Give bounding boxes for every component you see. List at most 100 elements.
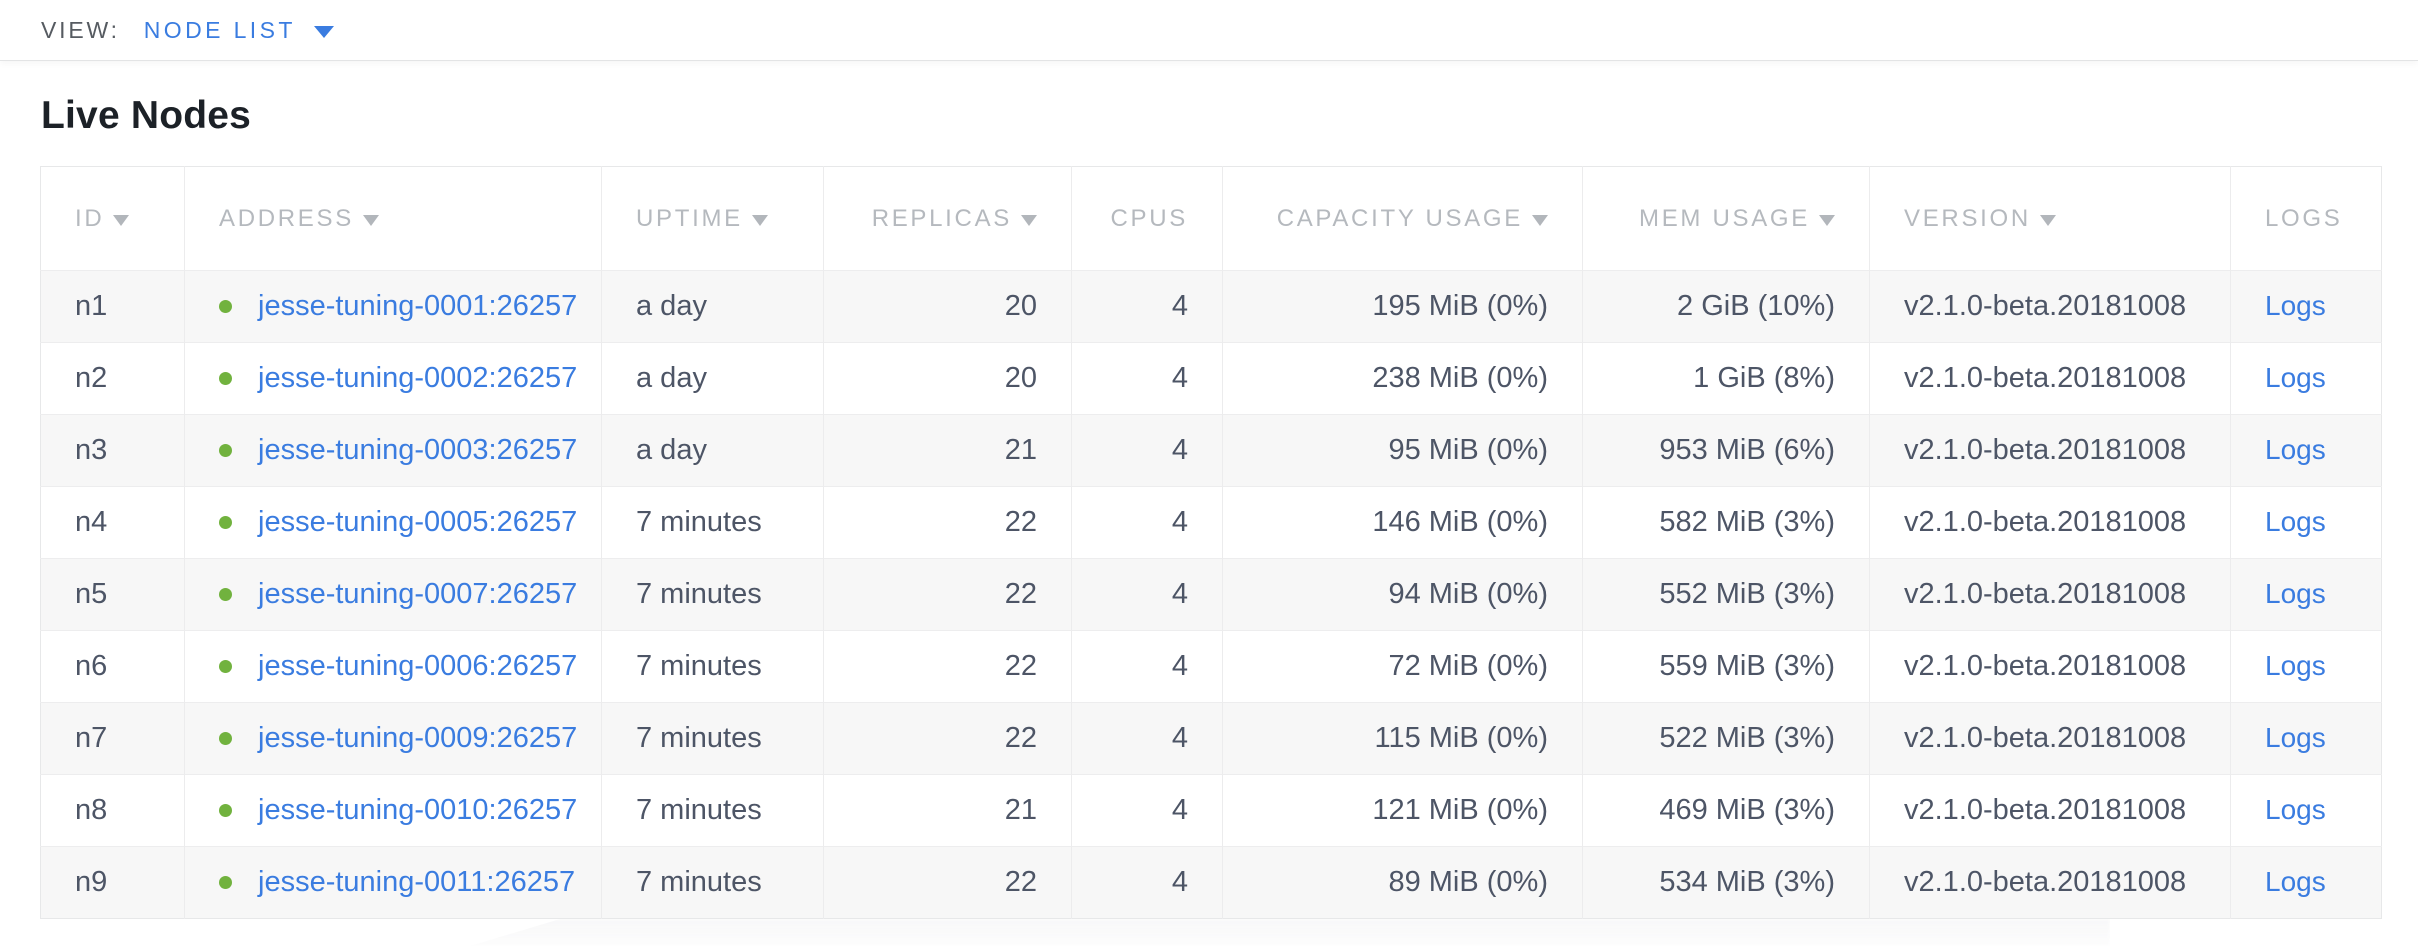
node-cpus-cell: 4 [1071, 342, 1223, 415]
node-uptime-cell: 7 minutes [601, 702, 824, 775]
node-logs-link[interactable]: Logs [2265, 434, 2326, 465]
node-version-cell: v2.1.0-beta.20181008 [1869, 702, 2231, 775]
node-capacity-usage-cell: 95 MiB (0%) [1222, 414, 1583, 487]
sort-desc-icon [2039, 214, 2056, 226]
node-table-row: n8 jesse-tuning-0010:26257 7 minutes 21 … [40, 774, 2382, 847]
node-id-cell: n1 [75, 290, 108, 322]
node-mem-usage-cell: 582 MiB (3%) [1582, 486, 1870, 559]
node-uptime-cell: a day [601, 342, 824, 415]
chevron-down-icon [313, 25, 334, 38]
sort-desc-icon [751, 214, 768, 226]
node-address-link[interactable]: jesse-tuning-0009:26257 [258, 722, 578, 754]
column-header-cpus: CPUS [1071, 166, 1223, 271]
sort-desc-icon [1021, 214, 1037, 226]
node-uptime-cell: 7 minutes [601, 846, 824, 919]
column-header-uptime[interactable]: UPTIME [601, 166, 824, 271]
node-replicas-cell: 22 [823, 846, 1072, 919]
node-version-cell: v2.1.0-beta.20181008 [1869, 270, 2231, 343]
node-address-cell: jesse-tuning-0010:26257 [184, 774, 602, 847]
node-capacity-usage-cell: 115 MiB (0%) [1222, 702, 1583, 775]
node-cpus-cell: 4 [1071, 846, 1223, 919]
node-table-row: n2 jesse-tuning-0002:26257 a day 20 4 23… [40, 342, 2382, 415]
node-replicas-cell: 22 [823, 702, 1072, 775]
view-selected-value: NODE LIST [143, 16, 296, 43]
node-replicas-cell: 20 [823, 342, 1072, 415]
node-address-link[interactable]: jesse-tuning-0001:26257 [258, 290, 578, 322]
node-mem-usage-cell: 534 MiB (3%) [1582, 846, 1870, 919]
column-header-mem-usage[interactable]: MEM USAGE [1582, 166, 1870, 271]
node-version-cell: v2.1.0-beta.20181008 [1869, 414, 2231, 487]
column-header-logs: LOGS [2230, 166, 2382, 271]
page-title: Live Nodes [41, 94, 252, 137]
node-live-status-icon [219, 444, 232, 457]
node-live-status-icon [219, 804, 232, 817]
node-live-status-icon [219, 732, 232, 745]
node-live-status-icon [219, 372, 232, 385]
view-selector-dropdown[interactable]: NODE LIST [144, 17, 334, 44]
node-version-cell: v2.1.0-beta.20181008 [1869, 774, 2231, 847]
node-cpus-cell: 4 [1071, 270, 1223, 343]
column-header-capacity-usage[interactable]: CAPACITY USAGE [1222, 166, 1583, 271]
node-cpus-cell: 4 [1071, 486, 1223, 559]
node-capacity-usage-cell: 94 MiB (0%) [1222, 558, 1583, 631]
node-version-cell: v2.1.0-beta.20181008 [1869, 486, 2231, 559]
node-logs-link[interactable]: Logs [2265, 506, 2326, 537]
column-header-replicas[interactable]: REPLICAS [823, 166, 1072, 271]
node-logs-cell: Logs [2230, 846, 2382, 919]
node-cpus-cell: 4 [1071, 774, 1223, 847]
node-address-cell: jesse-tuning-0001:26257 [184, 270, 602, 343]
node-id-cell: n3 [75, 434, 108, 466]
node-logs-link[interactable]: Logs [2265, 362, 2326, 393]
node-address-cell: jesse-tuning-0003:26257 [184, 414, 602, 487]
node-capacity-usage-cell: 238 MiB (0%) [1222, 342, 1583, 415]
node-cpus-cell: 4 [1071, 414, 1223, 487]
node-logs-cell: Logs [2230, 270, 2382, 343]
node-address-link[interactable]: jesse-tuning-0011:26257 [258, 866, 576, 898]
view-label: VIEW: [41, 16, 120, 43]
node-mem-usage-cell: 469 MiB (3%) [1582, 774, 1870, 847]
node-table-row: n1 jesse-tuning-0001:26257 a day 20 4 19… [40, 270, 2382, 343]
node-id-cell: n6 [75, 650, 108, 682]
node-logs-cell: Logs [2230, 774, 2382, 847]
node-live-status-icon [219, 588, 232, 601]
node-address-link[interactable]: jesse-tuning-0007:26257 [258, 578, 578, 610]
node-table-row: n9 jesse-tuning-0011:26257 7 minutes 22 … [40, 846, 2382, 919]
node-logs-cell: Logs [2230, 630, 2382, 703]
node-address-cell: jesse-tuning-0005:26257 [184, 486, 602, 559]
node-cpus-cell: 4 [1071, 630, 1223, 703]
column-header-version[interactable]: VERSION [1869, 166, 2231, 271]
node-capacity-usage-cell: 195 MiB (0%) [1222, 270, 1583, 343]
node-table-row: n5 jesse-tuning-0007:26257 7 minutes 22 … [40, 558, 2382, 631]
node-logs-cell: Logs [2230, 342, 2382, 415]
column-header-address[interactable]: ADDRESS [184, 166, 602, 271]
node-logs-link[interactable]: Logs [2265, 794, 2326, 825]
node-logs-link[interactable]: Logs [2265, 866, 2326, 897]
node-logs-link[interactable]: Logs [2265, 578, 2326, 609]
node-logs-link[interactable]: Logs [2265, 650, 2326, 681]
node-logs-cell: Logs [2230, 486, 2382, 559]
node-address-link[interactable]: jesse-tuning-0003:26257 [258, 434, 578, 466]
node-logs-link[interactable]: Logs [2265, 290, 2326, 321]
node-uptime-cell: a day [601, 270, 824, 343]
node-logs-link[interactable]: Logs [2265, 722, 2326, 753]
node-address-link[interactable]: jesse-tuning-0006:26257 [258, 650, 578, 682]
node-uptime-cell: 7 minutes [601, 486, 824, 559]
node-logs-cell: Logs [2230, 414, 2382, 487]
node-live-status-icon [219, 516, 232, 529]
node-version-cell: v2.1.0-beta.20181008 [1869, 846, 2231, 919]
node-live-status-icon [219, 300, 232, 313]
node-address-cell: jesse-tuning-0007:26257 [184, 558, 602, 631]
node-address-link[interactable]: jesse-tuning-0005:26257 [258, 506, 578, 538]
node-address-link[interactable]: jesse-tuning-0002:26257 [258, 362, 578, 394]
node-replicas-cell: 21 [823, 774, 1072, 847]
node-mem-usage-cell: 559 MiB (3%) [1582, 630, 1870, 703]
node-replicas-cell: 22 [823, 486, 1072, 559]
column-header-id[interactable]: ID [40, 166, 185, 271]
node-mem-usage-cell: 2 GiB (10%) [1582, 270, 1870, 343]
node-id-cell: n2 [75, 362, 108, 394]
node-address-cell: jesse-tuning-0002:26257 [184, 342, 602, 415]
node-id-cell: n9 [75, 866, 108, 898]
node-address-link[interactable]: jesse-tuning-0010:26257 [258, 794, 578, 826]
node-cpus-cell: 4 [1071, 558, 1223, 631]
node-replicas-cell: 21 [823, 414, 1072, 487]
